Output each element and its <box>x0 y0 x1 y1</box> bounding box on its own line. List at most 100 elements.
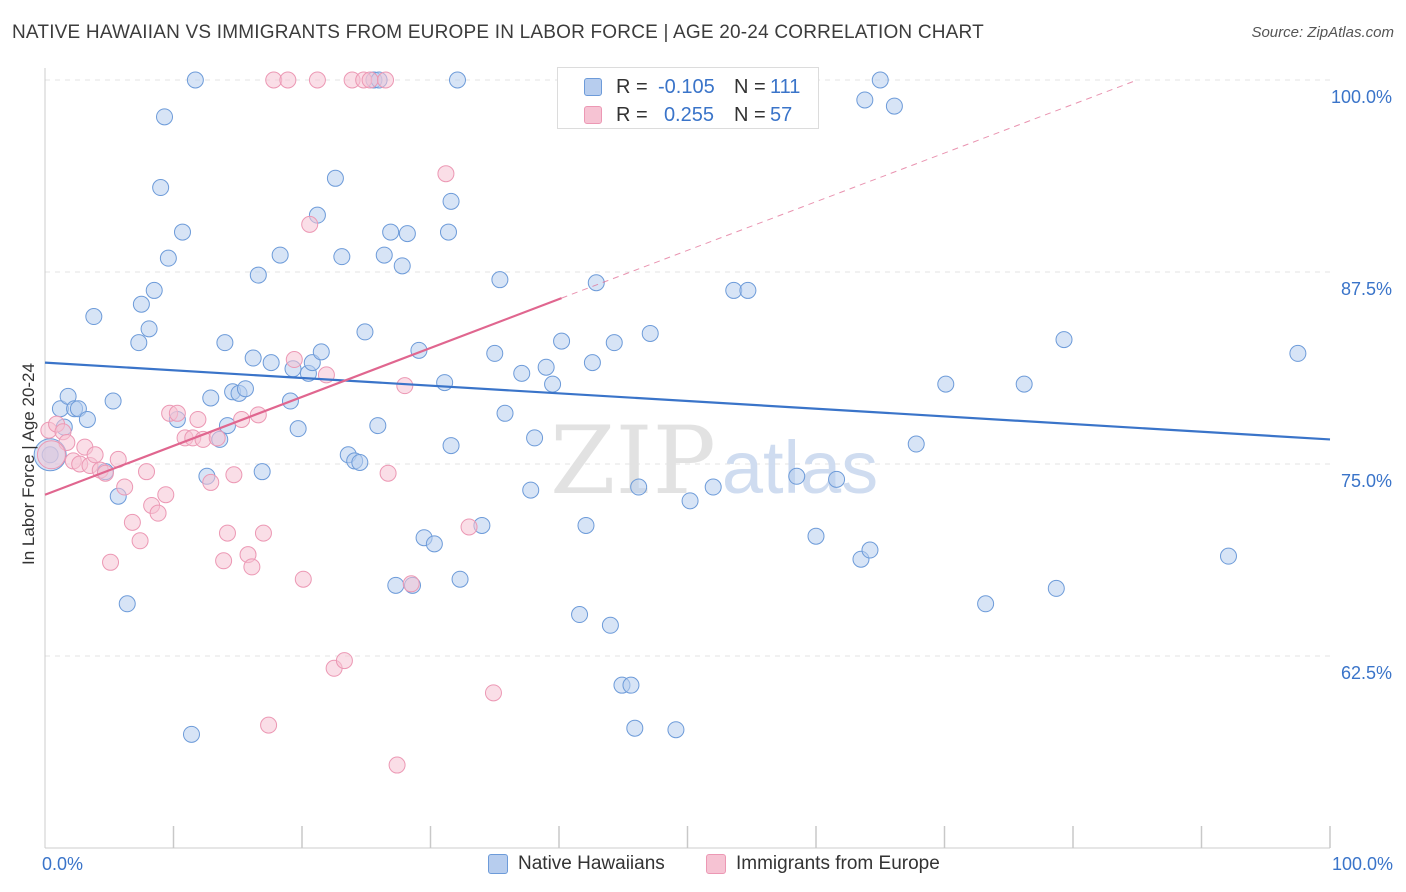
data-point <box>254 524 272 542</box>
data-point <box>118 595 136 613</box>
data-point <box>312 343 330 361</box>
y-tick-label: 75.0% <box>1341 471 1392 491</box>
data-point <box>667 721 685 739</box>
data-point <box>1015 375 1033 393</box>
data-point <box>216 334 234 352</box>
data-point <box>522 481 540 499</box>
data-point <box>375 246 393 264</box>
data-point <box>182 725 200 743</box>
data-point <box>451 570 469 588</box>
legend-n-label: N = <box>734 104 766 126</box>
data-point <box>379 464 397 482</box>
data-point <box>308 71 326 89</box>
x-tick-label-max: 100.0% <box>1332 854 1393 874</box>
data-point <box>626 719 644 737</box>
data-point <box>157 486 175 504</box>
data-point <box>369 417 387 435</box>
data-point <box>333 248 351 266</box>
watermark: ZIP atlas <box>550 407 878 516</box>
data-point <box>271 246 289 264</box>
data-point <box>130 334 148 352</box>
data-point <box>537 358 555 376</box>
data-point <box>641 324 659 342</box>
data-point <box>249 266 267 284</box>
trend-line-extension <box>561 79 1138 299</box>
data-point <box>279 71 297 89</box>
data-point <box>601 616 619 634</box>
data-point <box>218 524 236 542</box>
legend-r-label: R = <box>616 104 648 126</box>
data-point <box>265 71 283 89</box>
gridlines <box>45 79 1330 657</box>
data-point <box>152 179 170 197</box>
y-axis-title: In Labor Force | Age 20-24 <box>19 363 38 565</box>
data-point <box>382 223 400 241</box>
chart-title: NATIVE HAWAIIAN VS IMMIGRANTS FROM EUROP… <box>12 22 984 43</box>
data-point <box>116 478 134 496</box>
data-point <box>326 169 344 187</box>
data-point <box>102 553 120 571</box>
data-point <box>140 320 158 338</box>
data-point <box>437 165 455 183</box>
y-tick-label: 62.5% <box>1341 663 1392 683</box>
trend-line-immigrants-from-europe <box>44 297 562 496</box>
data-point <box>605 334 623 352</box>
data-point <box>553 332 571 350</box>
data-point <box>236 380 254 398</box>
data-point <box>788 467 806 485</box>
data-point <box>1289 344 1307 362</box>
x-tick-label-min: 0.0% <box>42 854 83 874</box>
data-point <box>1219 547 1237 565</box>
data-point <box>460 518 478 536</box>
data-point <box>173 223 191 241</box>
data-point <box>513 364 531 382</box>
data-point <box>260 716 278 734</box>
data-point <box>253 463 271 481</box>
data-point <box>294 570 312 588</box>
bottom-legend: Native Hawaiians Immigrants from Europe <box>0 852 1406 878</box>
data-point <box>149 504 167 522</box>
legend-row-native-hawaiians: R = -0.105 N = 111 <box>558 72 818 102</box>
data-point <box>289 420 307 438</box>
data-point <box>262 354 280 372</box>
y-tick-label: 100.0% <box>1331 87 1392 107</box>
stats-legend: R = -0.105 N = 111 R = 0.255 N = 57 <box>557 67 819 129</box>
trend-line-native-hawaiians <box>44 361 1331 441</box>
data-point <box>202 473 220 491</box>
data-point <box>484 684 502 702</box>
data-point <box>977 595 995 613</box>
data-point <box>442 192 460 210</box>
data-point <box>388 756 406 774</box>
data-point <box>159 249 177 267</box>
data-point <box>725 281 743 299</box>
data-point <box>439 223 457 241</box>
data-point <box>138 463 156 481</box>
legend-r-label: R = <box>616 76 648 98</box>
data-point <box>361 71 379 89</box>
data-point <box>871 71 889 89</box>
data-point <box>622 676 640 694</box>
data-point <box>630 478 648 496</box>
data-point <box>856 91 874 109</box>
watermark-atlas: atlas <box>722 426 878 509</box>
data-point <box>436 374 454 392</box>
data-point <box>215 552 233 570</box>
data-point <box>301 215 319 233</box>
data-point <box>393 257 411 275</box>
data-point <box>356 323 374 341</box>
data-point <box>425 535 443 553</box>
data-point <box>577 516 595 534</box>
data-point <box>186 71 204 89</box>
data-point <box>583 354 601 372</box>
data-point <box>486 344 504 362</box>
data-point <box>85 308 103 326</box>
data-point <box>1055 331 1073 349</box>
data-point-cluster <box>36 440 66 470</box>
data-point <box>225 466 243 484</box>
data-point <box>544 375 562 393</box>
data-point <box>243 558 261 576</box>
data-point <box>442 437 460 455</box>
data-point <box>704 478 722 496</box>
data-point <box>123 513 141 531</box>
